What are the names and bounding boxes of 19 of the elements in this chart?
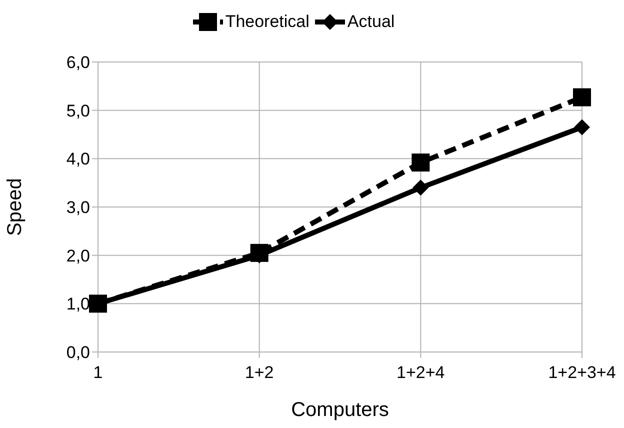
x-tick-label: 1 bbox=[93, 363, 103, 382]
x-tick-label: 1+2+3+4 bbox=[548, 363, 616, 382]
legend-label: Actual bbox=[347, 12, 395, 32]
point bbox=[412, 180, 429, 196]
y-tick-label: 3,0 bbox=[66, 198, 90, 218]
point bbox=[412, 154, 430, 172]
y-tick-label: 0,0 bbox=[66, 343, 90, 362]
x-tick-label: 1+2+4 bbox=[396, 363, 445, 382]
y-tick-label: 2,0 bbox=[66, 246, 90, 266]
x-tick-label: 1+2 bbox=[244, 363, 274, 382]
point bbox=[573, 88, 591, 106]
x-axis-title: Computers bbox=[291, 399, 389, 421]
y-tick-label: 6,0 bbox=[66, 53, 90, 72]
y-tick-label: 4,0 bbox=[66, 150, 90, 169]
y-tick-label: 1,0 bbox=[66, 294, 90, 314]
legend-label: Theoretical bbox=[225, 12, 310, 32]
y-axis-title: Speed bbox=[4, 178, 26, 236]
point bbox=[574, 119, 590, 136]
y-tick-label: 5,0 bbox=[66, 101, 90, 120]
